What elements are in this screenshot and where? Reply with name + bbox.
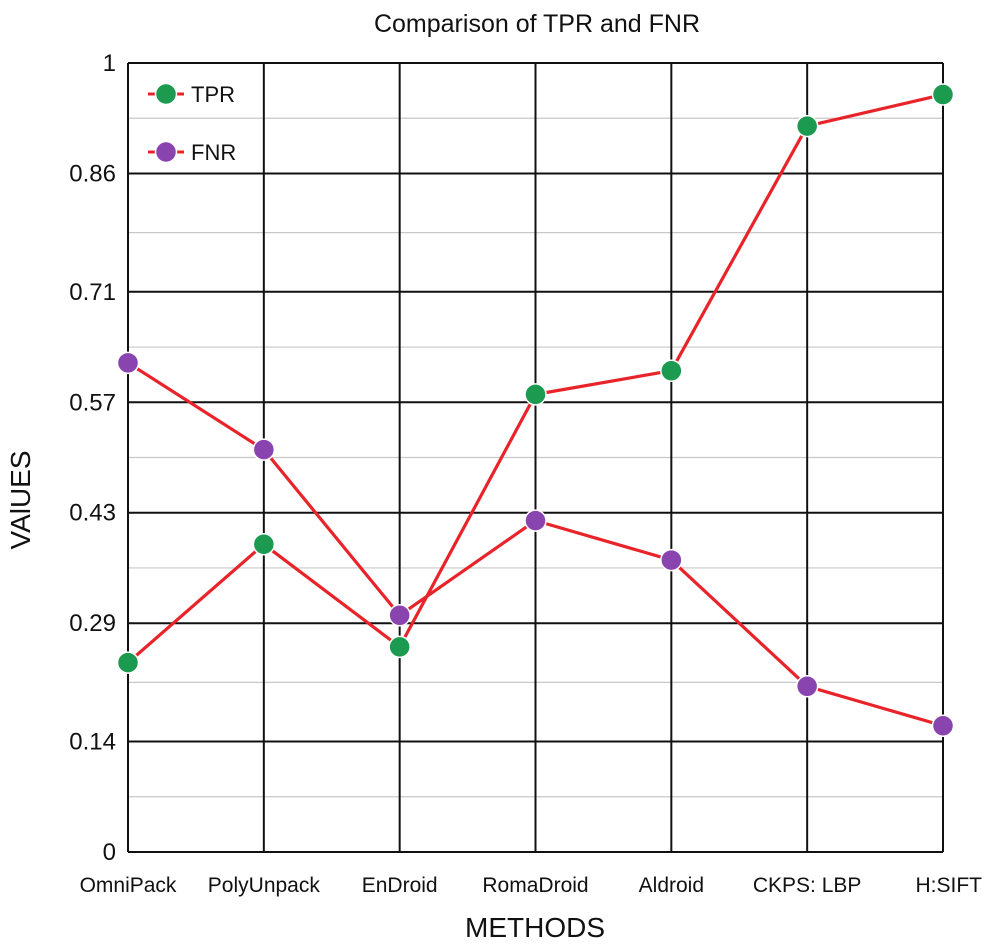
- series-layer: [116, 83, 955, 738]
- data-point-tpr: [252, 533, 276, 556]
- y-axis-label: VAlUES: [5, 450, 36, 549]
- y-axis-ticks: 0 0.14 0.29 0.43 0.57 0.71 0.86 1: [69, 50, 116, 866]
- y-tick-label: 0: [103, 839, 116, 866]
- grid: [127, 62, 944, 853]
- x-tick-label: EnDroid: [362, 874, 438, 897]
- data-point-fnr: [795, 675, 819, 698]
- y-tick-label: 0.57: [69, 389, 116, 416]
- data-point-tpr: [116, 651, 140, 674]
- legend-label: FNR: [191, 140, 236, 165]
- legend: TPR FNR: [148, 82, 236, 165]
- data-point-fnr: [388, 604, 411, 627]
- data-point-fnr: [116, 351, 140, 375]
- legend-marker-fnr: [154, 140, 178, 164]
- y-tick-label: 0.71: [69, 279, 116, 306]
- data-point-fnr: [524, 509, 547, 532]
- data-point-fnr: [931, 714, 955, 738]
- data-point-tpr: [388, 635, 411, 659]
- x-tick-label: Aldroid: [639, 874, 704, 897]
- x-axis-label: METHODS: [465, 912, 605, 943]
- legend-marker-tpr: [154, 82, 178, 106]
- data-point-fnr: [252, 438, 276, 461]
- x-axis-ticks: OmniPack PolyUnpack EnDroid RomaDroid Aldroi…: [80, 874, 983, 897]
- data-point-fnr: [660, 548, 683, 572]
- chart-title: Comparison of TPR and FNR: [374, 10, 700, 38]
- x-tick-label: OmniPack: [80, 874, 177, 897]
- y-tick-label: 0.29: [69, 610, 116, 637]
- legend-label: TPR: [191, 82, 235, 107]
- y-tick-label: 0.43: [69, 500, 116, 527]
- y-tick-label: 0.86: [69, 160, 116, 187]
- x-tick-label: CKPS: LBP: [753, 874, 862, 897]
- x-tick-label: PolyUnpack: [208, 874, 321, 897]
- y-tick-label: 0.14: [69, 729, 116, 756]
- y-tick-label: 1: [103, 50, 116, 77]
- data-point-tpr: [795, 114, 819, 138]
- data-point-tpr: [524, 383, 547, 406]
- data-point-tpr: [931, 83, 955, 106]
- x-tick-label: RomaDroid: [482, 874, 588, 897]
- x-tick-label: H:SIFT: [916, 874, 983, 897]
- data-point-tpr: [660, 359, 683, 382]
